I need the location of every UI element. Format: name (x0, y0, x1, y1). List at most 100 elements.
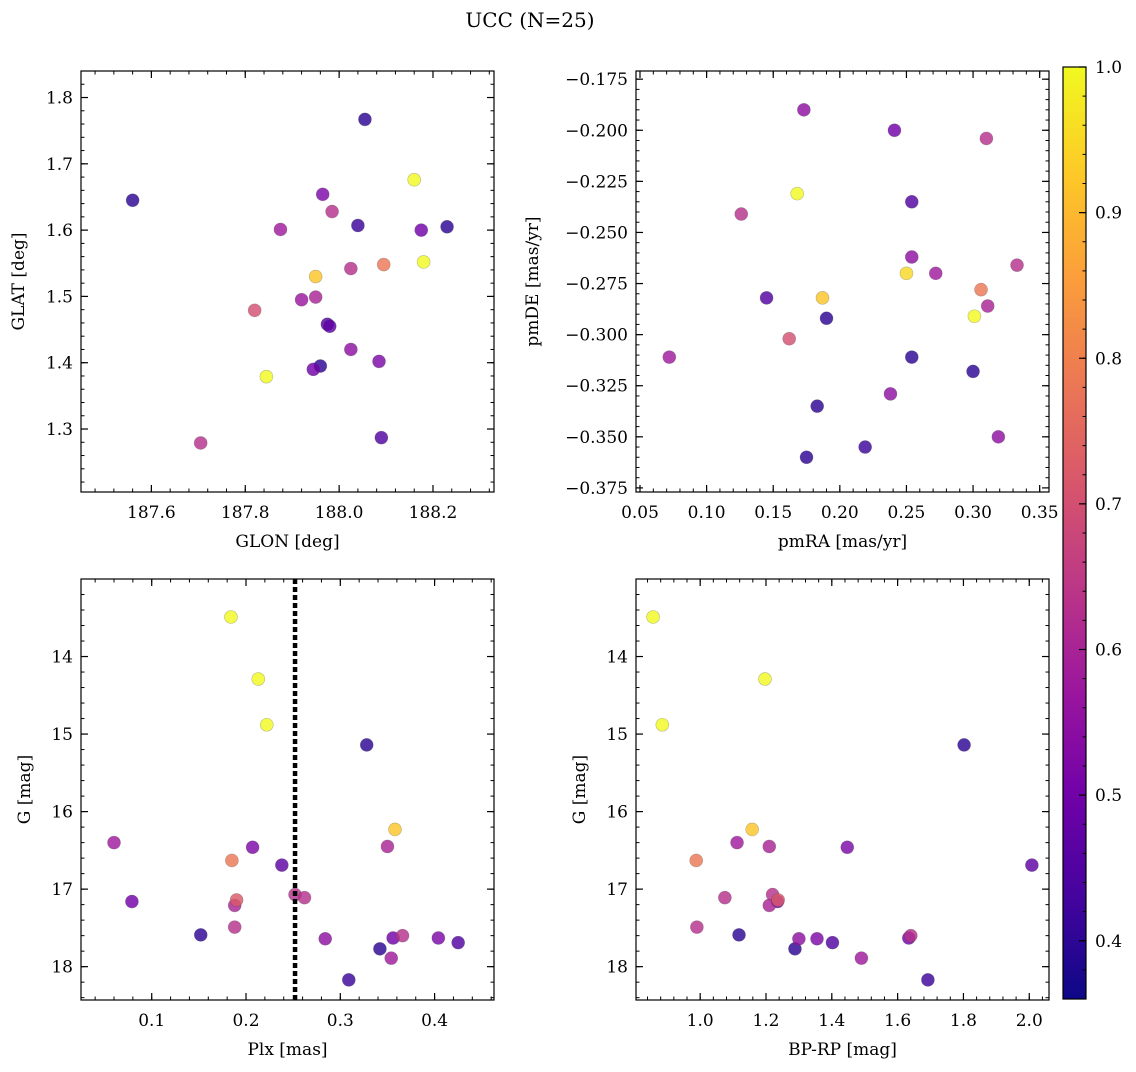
scatter-point (431, 931, 446, 945)
scatter-point (325, 204, 339, 219)
scatter-point (125, 894, 139, 909)
x-tick-label: 2.0 (1016, 1011, 1043, 1031)
scatter-point (854, 951, 869, 965)
y-tick-label: 18 (606, 958, 628, 978)
colorbar-tick-label: 0.6 (1095, 641, 1122, 661)
x-tick-label: 1.8 (950, 1011, 977, 1031)
y-tick-label: 15 (606, 725, 628, 745)
scatter-point (782, 331, 797, 346)
figure-title: UCC (N=25) (465, 8, 594, 32)
scatter-point (819, 311, 834, 326)
scatter-point (732, 928, 746, 942)
y-tick-label: 16 (51, 803, 73, 823)
scatter-point (372, 354, 386, 369)
y-axis-label: G [mag] (570, 755, 590, 824)
scatter-point (308, 290, 323, 304)
scatter-point (690, 920, 704, 934)
y-tick-label: −0.225 (565, 172, 628, 192)
scatter-point (359, 738, 374, 752)
scatter-point (107, 835, 121, 850)
scatter-point (730, 835, 744, 850)
x-tick-label: 0.25 (888, 503, 926, 523)
x-tick-label: 1.2 (752, 1011, 779, 1031)
scatter-point (858, 440, 872, 454)
y-axis-label: G [mag] (15, 755, 35, 824)
scatter-point (904, 250, 919, 264)
x-tick-label: 0.10 (688, 503, 726, 523)
y-tick-label: 1.3 (46, 420, 73, 440)
y-tick-label: 1.4 (46, 354, 73, 374)
scatter-point (810, 931, 824, 946)
colorbar-tick-label: 0.9 (1095, 204, 1122, 224)
y-tick-label: −0.350 (565, 428, 628, 448)
y-tick-label: 16 (606, 803, 628, 823)
y-tick-label: 17 (51, 880, 73, 900)
scatter-point (306, 362, 321, 377)
scatter-point (799, 450, 814, 465)
scatter-points (107, 610, 465, 987)
scatter-point (790, 186, 805, 201)
scatter-point (655, 717, 670, 732)
scatter-point (224, 610, 238, 624)
scatter-point (344, 342, 358, 357)
y-tick-label: 1.6 (46, 221, 73, 241)
colorbar-tick-label: 1.0 (1095, 58, 1122, 78)
scatter-point (376, 257, 391, 272)
scatter-point (193, 436, 208, 450)
scatter-point (308, 269, 323, 284)
scatter-point (762, 839, 777, 854)
scatter-point (294, 292, 309, 307)
panel-glon-glat: 187.6 187.8 188.0 188.2 1.3 1.4 1.5 1.6 1.7 1.8 GL… (9, 70, 495, 552)
scatter-point (275, 858, 289, 872)
y-tick-label: 1.5 (46, 287, 73, 307)
scatter-point (374, 430, 389, 445)
scatter-point (125, 193, 140, 208)
colorbar: 0.4 0.5 0.6 0.7 0.8 0.9 1.0 (1062, 58, 1122, 1000)
colorbar-tick-label: 0.7 (1095, 495, 1122, 515)
plot-frame (635, 70, 1050, 493)
scatter-point (247, 303, 262, 318)
scatter-point (225, 853, 239, 868)
x-tick-label: 0.1 (138, 1011, 165, 1031)
y-tick-label: −0.175 (565, 70, 628, 90)
scatter-point (979, 131, 994, 146)
y-tick-label: 14 (51, 648, 73, 668)
scatter-point (273, 222, 288, 237)
scatter-point (689, 853, 704, 868)
scatter-point (229, 893, 244, 907)
x-tick-label: 0.20 (821, 503, 859, 523)
scatter-point (315, 187, 330, 202)
scatter-point (1025, 858, 1039, 872)
scatter-point (840, 840, 855, 855)
scatter-point (797, 103, 811, 117)
y-tick-label: 18 (51, 958, 73, 978)
scatter-point (904, 194, 919, 209)
plot-frame (80, 70, 495, 493)
y-tick-label: 1.7 (46, 155, 73, 175)
scatter-point (395, 928, 410, 943)
colorbar-tick-label: 0.5 (1095, 786, 1122, 806)
scatter-point (358, 112, 372, 127)
scatter-point (928, 266, 943, 281)
scatter-point (322, 319, 337, 334)
scatter-point (318, 931, 333, 946)
scatter-point (899, 266, 914, 281)
x-tick-label: 0.05 (621, 503, 659, 523)
scatter-point (380, 839, 395, 854)
y-tick-label: −0.250 (565, 223, 628, 243)
x-tick-label: 187.8 (221, 503, 270, 523)
scatter-point (646, 610, 660, 624)
x-tick-label: 0.30 (954, 503, 992, 523)
y-tick-label: 15 (51, 725, 73, 745)
x-tick-label: 188.0 (315, 503, 364, 523)
y-axis-label: GLAT [deg] (9, 232, 29, 330)
x-tick-label: 188.2 (409, 503, 458, 523)
scatter-point (745, 822, 759, 837)
x-tick-label: 1.6 (884, 1011, 911, 1031)
scatter-point (980, 299, 995, 313)
scatter-point (718, 890, 732, 905)
scatter-point (903, 928, 918, 943)
y-tick-label: 1.8 (46, 89, 73, 109)
x-axis-label: pmRA [mas/yr] (778, 532, 907, 552)
